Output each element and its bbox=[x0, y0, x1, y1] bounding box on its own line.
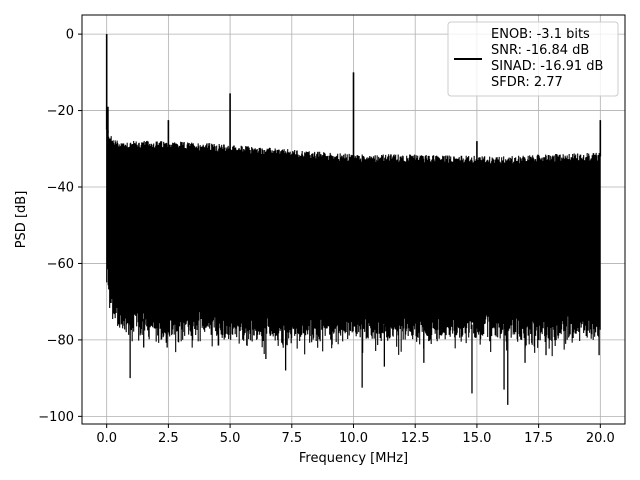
x-tick-label: 12.5 bbox=[401, 431, 430, 446]
y-tick-label: −60 bbox=[47, 257, 74, 272]
legend-sfdr: SFDR: 2.77 bbox=[491, 75, 563, 90]
x-tick-label: 0.0 bbox=[96, 431, 117, 446]
x-axis-label: Frequency [MHz] bbox=[299, 451, 408, 466]
legend-box bbox=[447, 21, 619, 97]
y-tick-label: 0 bbox=[66, 28, 74, 43]
legend-snr: SNR: -16.84 dB bbox=[491, 43, 589, 58]
psd-trace bbox=[105, 34, 602, 405]
noise-band bbox=[106, 128, 601, 357]
axis-ticks: 0.0 2.5 5.0 7.5 10.0 12.5 15.0 17.5 20.0 0 −20 −40 −… bbox=[38, 28, 615, 446]
y-tick-label: −40 bbox=[47, 181, 74, 196]
y-tick-label: −80 bbox=[47, 333, 74, 348]
x-tick-label: 5.0 bbox=[220, 431, 241, 446]
x-tick-label: 2.5 bbox=[158, 431, 179, 446]
x-tick-label: 7.5 bbox=[281, 431, 302, 446]
y-tick-label: −100 bbox=[38, 410, 74, 425]
x-tick-label: 20.0 bbox=[586, 431, 615, 446]
x-tick-label: 17.5 bbox=[524, 431, 553, 446]
legend: ENOB: -3.1 bits SNR: -16.84 dB SINAD: -1… bbox=[447, 21, 619, 97]
y-axis-label: PSD [dB] bbox=[14, 191, 29, 249]
y-tick-label: −20 bbox=[47, 104, 74, 119]
legend-enob: ENOB: -3.1 bits bbox=[491, 27, 590, 42]
x-tick-label: 15.0 bbox=[462, 431, 491, 446]
legend-sinad: SINAD: -16.91 dB bbox=[491, 59, 603, 74]
x-tick-label: 10.0 bbox=[339, 431, 368, 446]
